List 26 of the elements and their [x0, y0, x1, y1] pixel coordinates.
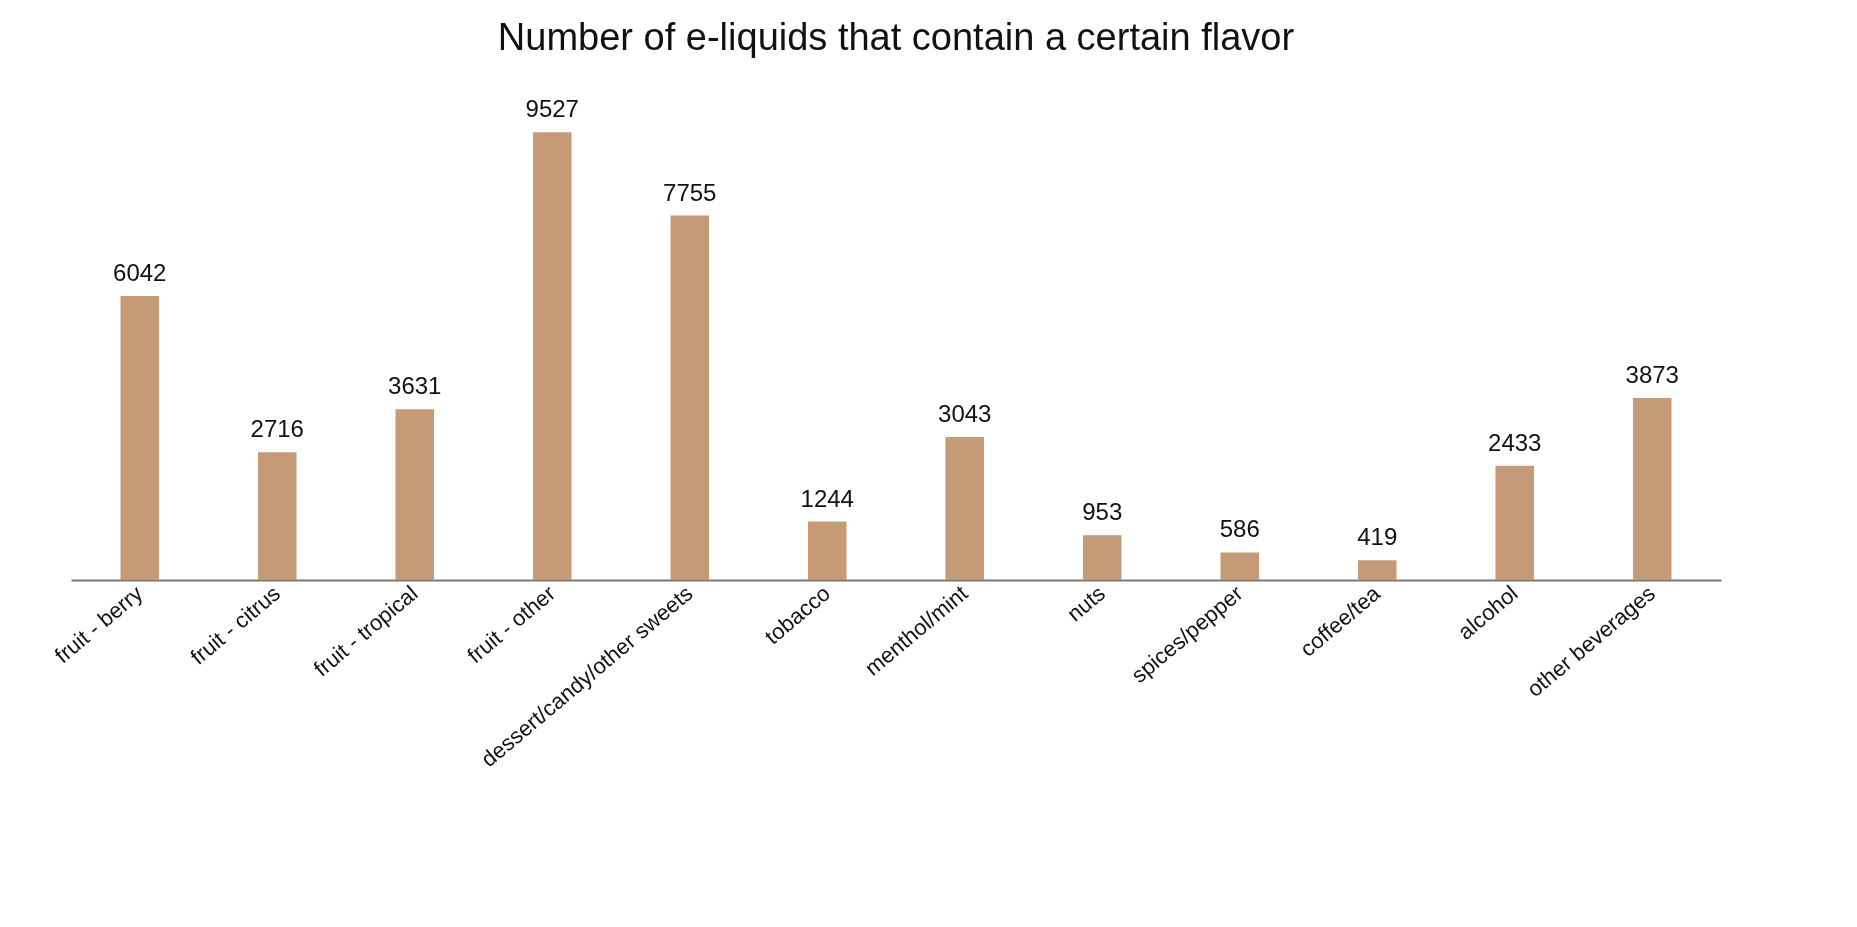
bar [120, 296, 159, 580]
data-label: 6042 [113, 259, 167, 287]
data-label: 1244 [800, 484, 854, 512]
bar [1633, 397, 1672, 580]
data-label: 7755 [663, 178, 717, 206]
data-label: 953 [1082, 498, 1123, 526]
data-label: 3631 [388, 372, 442, 400]
bar [1220, 552, 1259, 580]
bar [1358, 560, 1397, 580]
data-label: 9527 [525, 95, 579, 123]
data-label: 3043 [938, 399, 992, 427]
bar [808, 521, 847, 580]
bar [670, 215, 709, 580]
bar [1083, 535, 1122, 580]
data-label: 419 [1357, 523, 1398, 551]
chart-title: Number of e-liquids that contain a certain flavor [497, 16, 1295, 59]
data-label: 2433 [1488, 428, 1542, 456]
data-label: 3873 [1625, 360, 1679, 388]
bar [945, 436, 984, 580]
bar [258, 452, 297, 580]
bar [395, 409, 434, 580]
bar [533, 132, 572, 580]
data-label: 2716 [250, 415, 304, 443]
data-label: 586 [1219, 515, 1260, 543]
x-tick-label: nuts [1062, 580, 1110, 627]
bar [1495, 465, 1534, 580]
